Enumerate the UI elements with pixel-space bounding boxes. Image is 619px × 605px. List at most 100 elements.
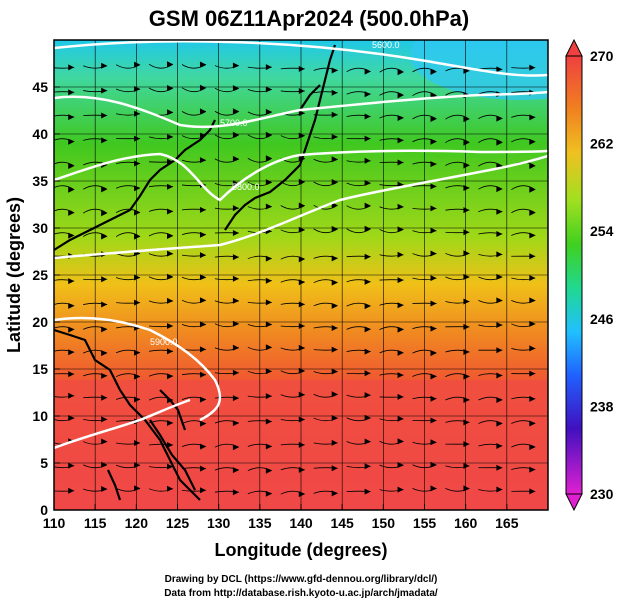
streamline-arrow bbox=[232, 369, 239, 376]
streamline-arrow bbox=[463, 323, 470, 330]
colorbar-tick-label: 238 bbox=[590, 398, 614, 414]
streamline-arrow bbox=[232, 344, 239, 351]
streamline-arrow bbox=[463, 373, 470, 380]
y-tick-label: 25 bbox=[32, 267, 48, 283]
streamline-arrow bbox=[134, 135, 141, 142]
streamline-arrow bbox=[134, 233, 141, 240]
streamline-arrow bbox=[232, 62, 239, 69]
streamline-arrow bbox=[529, 488, 536, 495]
streamline-arrow bbox=[298, 65, 305, 72]
streamline-arrow bbox=[101, 87, 108, 94]
streamline-arrow bbox=[232, 467, 239, 474]
streamline bbox=[115, 208, 141, 214]
streamline-arrow bbox=[101, 326, 108, 333]
streamline-arrow bbox=[364, 113, 371, 120]
streamline-arrow bbox=[496, 372, 503, 379]
streamline-arrow bbox=[529, 138, 536, 145]
streamline bbox=[445, 138, 470, 143]
streamline-arrow bbox=[68, 89, 75, 96]
streamline-arrow bbox=[134, 86, 141, 93]
streamline-arrow bbox=[430, 275, 437, 282]
streamline-arrow bbox=[167, 183, 174, 190]
streamline-arrow bbox=[331, 324, 338, 331]
streamline bbox=[280, 205, 305, 210]
streamline-arrow bbox=[397, 415, 404, 422]
streamline-arrow bbox=[529, 297, 536, 304]
colorbar-tick-label: 246 bbox=[590, 311, 614, 327]
streamline-arrow bbox=[463, 485, 470, 492]
streamline-arrow bbox=[463, 298, 470, 305]
streamline-arrow bbox=[529, 395, 536, 402]
streamline-arrow bbox=[364, 157, 371, 164]
streamline-arrow bbox=[298, 466, 305, 473]
streamline-arrow bbox=[68, 487, 75, 494]
colorbar: 270 262 254 246 238 230 bbox=[565, 38, 614, 512]
streamline-arrow bbox=[364, 326, 371, 333]
streamline bbox=[54, 185, 75, 191]
streamline bbox=[181, 87, 207, 93]
streamline-arrow bbox=[68, 186, 75, 193]
streamline-arrow bbox=[68, 415, 75, 422]
colorbar-ticks: 270 262 254 246 238 230 bbox=[590, 48, 614, 502]
streamline-arrow bbox=[529, 253, 536, 260]
y-axis-title: Latitude (degrees) bbox=[4, 197, 24, 353]
x-tick-label: 150 bbox=[372, 515, 396, 531]
streamline-arrow bbox=[167, 232, 174, 239]
streamline-arrow bbox=[199, 420, 206, 427]
streamline bbox=[115, 64, 141, 69]
streamline bbox=[214, 134, 240, 140]
streamline-arrow bbox=[134, 274, 141, 281]
streamline-arrow bbox=[68, 64, 75, 71]
streamline bbox=[148, 63, 174, 69]
streamline-arrow bbox=[167, 297, 174, 304]
streamline-arrow bbox=[232, 444, 239, 451]
streamline bbox=[478, 138, 503, 143]
y-tick-label: 0 bbox=[40, 502, 48, 518]
streamline-arrow bbox=[496, 397, 503, 404]
streamline-arrow bbox=[463, 162, 470, 169]
streamline-arrow bbox=[496, 297, 503, 304]
streamline-arrow bbox=[529, 370, 536, 377]
streamline-arrow bbox=[134, 440, 141, 447]
streamline-arrow bbox=[397, 302, 404, 309]
streamline-arrow bbox=[265, 368, 272, 375]
streamline-arrow bbox=[496, 273, 503, 280]
streamline-arrow bbox=[331, 415, 338, 422]
colorbar-max-arrow bbox=[565, 38, 583, 57]
streamline-arrow bbox=[529, 275, 536, 282]
streamline-arrow bbox=[265, 86, 272, 93]
streamline bbox=[445, 114, 470, 120]
streamline-arrow bbox=[364, 225, 371, 232]
streamline bbox=[313, 181, 338, 187]
streamline-arrow bbox=[529, 320, 536, 327]
x-tick-label: 140 bbox=[289, 515, 313, 531]
streamline-arrow bbox=[101, 62, 108, 69]
streamline-arrow bbox=[232, 108, 239, 115]
streamline-arrow bbox=[167, 463, 174, 470]
contour-label: 5900.0 bbox=[150, 337, 178, 347]
streamline-arrow bbox=[298, 416, 305, 423]
streamline-arrow bbox=[101, 233, 108, 240]
streamline-arrow bbox=[199, 157, 206, 164]
streamline-arrow bbox=[364, 253, 371, 260]
streamline-arrow bbox=[232, 180, 239, 187]
streamline-arrow bbox=[265, 321, 272, 328]
streamline-arrow bbox=[167, 61, 174, 68]
streamline-arrow bbox=[430, 115, 437, 122]
streamline-arrow bbox=[331, 346, 338, 353]
colorbar-tick-label: 254 bbox=[590, 223, 614, 239]
streamline-arrow bbox=[364, 202, 371, 209]
streamline-arrow bbox=[463, 139, 470, 146]
streamline-arrow bbox=[265, 155, 272, 162]
streamline-arrow bbox=[199, 297, 206, 304]
streamline-arrow bbox=[265, 393, 272, 400]
x-tick-label: 125 bbox=[166, 515, 190, 531]
y-tick-label: 15 bbox=[32, 361, 48, 377]
colorbar-tick-label: 262 bbox=[590, 136, 614, 152]
streamline bbox=[54, 208, 75, 214]
plot-area: 5600.0 5700.0 5800.0 5900.0 bbox=[54, 40, 548, 510]
streamline-arrow bbox=[232, 155, 239, 162]
streamline-arrow bbox=[265, 255, 272, 262]
streamline-arrow bbox=[134, 485, 141, 492]
